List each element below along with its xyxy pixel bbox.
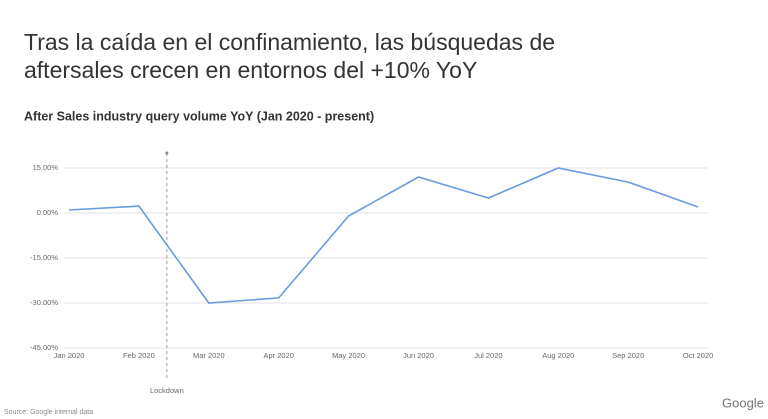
y-tick-label: -15.00%	[30, 253, 58, 262]
annotation-dot	[165, 151, 169, 155]
x-tick-label: Aug 2020	[542, 351, 574, 360]
x-tick-label: Jun 2020	[403, 351, 434, 360]
source: Source: Google internal data	[4, 409, 93, 416]
y-tick-label: -45.00%	[30, 343, 58, 352]
x-tick-label: May 2020	[332, 351, 365, 360]
slide-title: aftersales crecen en entornos del +10% Y…	[24, 57, 477, 83]
x-tick-label: Sep 2020	[612, 351, 644, 360]
x-tick-label: Oct 2020	[683, 351, 713, 360]
x-tick-label: Mar 2020	[193, 351, 225, 360]
x-tick-label: Apr 2020	[263, 351, 293, 360]
y-tick-label: 15.00%	[33, 163, 59, 172]
x-tick-label: Jul 2020	[474, 351, 502, 360]
y-tick-label: -30.00%	[30, 298, 58, 307]
x-tick-label: Feb 2020	[123, 351, 155, 360]
slide-title: Tras la caída en el confinamiento, las b…	[24, 29, 555, 55]
chart-title: After Sales industry query volume YoY (J…	[24, 109, 374, 123]
annotation-label: Lockdown	[150, 386, 184, 395]
y-tick-label: 0.00%	[37, 208, 59, 217]
logo: Google	[722, 395, 764, 410]
x-tick-label: Jan 2020	[54, 351, 85, 360]
line	[68, 167, 699, 304]
